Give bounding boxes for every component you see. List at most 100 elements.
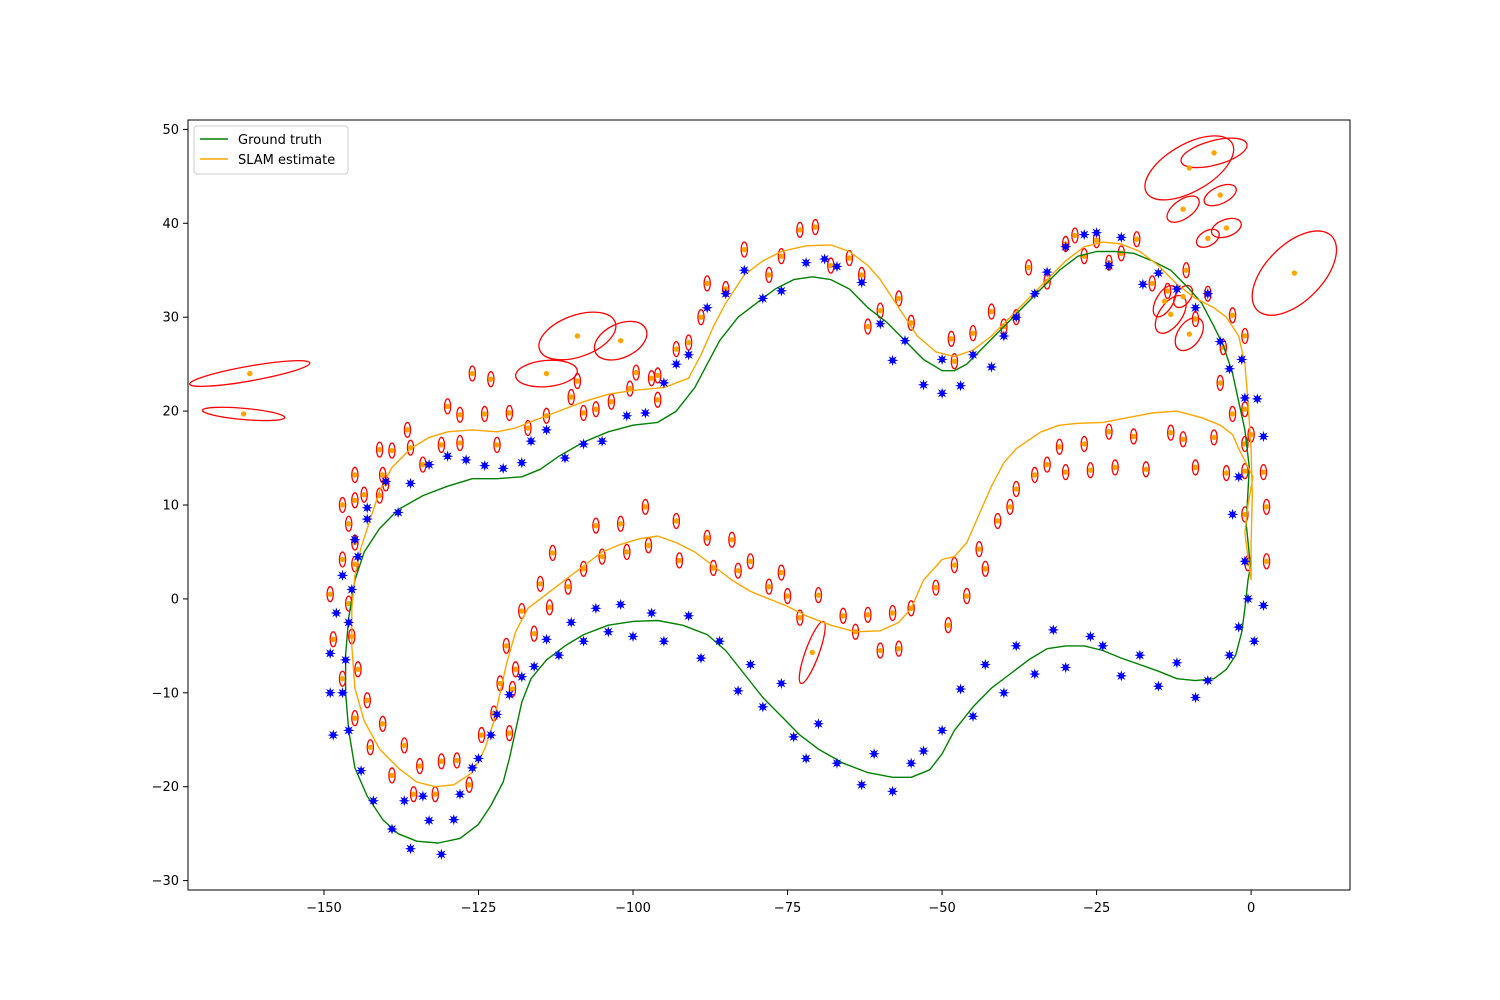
- landmark-estimate-point: [951, 358, 958, 365]
- landmark-estimate-point: [1081, 441, 1087, 447]
- covariance-ellipse: [864, 318, 872, 335]
- landmark-estimate-point: [444, 403, 451, 410]
- covariance-ellipse: [360, 486, 368, 503]
- landmark-estimate-point: [970, 330, 976, 336]
- legend-label-slam-estimate: SLAM estimate: [238, 153, 335, 168]
- covariance-ellipse: [765, 578, 773, 595]
- covariance-ellipse: [1117, 245, 1126, 262]
- ground-truth-landmark: [460, 454, 472, 466]
- landmark-estimate-point: [655, 397, 661, 403]
- covariance-ellipse: [189, 360, 311, 388]
- covariance-ellipse: [437, 436, 446, 454]
- landmark-estimate-point: [494, 442, 500, 448]
- ground-truth-landmark: [998, 330, 1010, 342]
- landmark-estimate-point: [655, 372, 661, 379]
- ground-truth-landmark: [701, 302, 713, 314]
- covariance-ellipse: [777, 248, 786, 265]
- landmark-estimate-point: [633, 369, 639, 376]
- landmark-estimate-point: [565, 583, 571, 590]
- landmark-estimate-point: [1168, 311, 1174, 318]
- landmark-estimate-point: [466, 782, 472, 788]
- landmark-estimate-point: [877, 647, 883, 654]
- landmark-estimate-point: [1192, 316, 1199, 322]
- covariance-ellipse: [511, 661, 520, 678]
- landmark-estimate-point: [1062, 469, 1069, 475]
- ground-truth-landmark: [404, 843, 417, 855]
- covariance-ellipse: [1043, 456, 1051, 473]
- ground-truth-landmark: [503, 689, 516, 701]
- ground-truth-landmark: [1010, 311, 1022, 323]
- landmark-estimate-point: [766, 583, 772, 590]
- covariance-ellipse: [1191, 459, 1200, 476]
- ground-truth-landmark: [1233, 471, 1245, 483]
- landmark-estimate-point: [1143, 466, 1149, 473]
- covariance-ellipse: [354, 661, 362, 678]
- ground-truth-landmark: [1189, 302, 1202, 314]
- covariance-ellipse: [487, 371, 495, 388]
- covariance-ellipse: [1210, 217, 1242, 239]
- landmark-estimate-point: [741, 246, 747, 253]
- x-tick-label: −125: [461, 901, 497, 916]
- landmark-estimate-point: [599, 553, 605, 560]
- covariance-ellipse: [975, 540, 983, 558]
- covariance-ellipse: [443, 398, 452, 415]
- ground-truth-landmark: [1115, 231, 1127, 244]
- landmark-estimate-point: [896, 645, 902, 652]
- covariance-ellipse: [675, 552, 684, 569]
- covariance-ellipse: [1105, 423, 1113, 440]
- ground-truth-landmark: [627, 630, 639, 643]
- covariance-ellipse: [963, 587, 971, 605]
- landmark-estimate-point: [1211, 434, 1217, 441]
- ground-truth-landmark: [1257, 430, 1270, 443]
- landmark-estimate-point: [506, 410, 513, 416]
- landmark-estimate-point: [457, 412, 463, 418]
- ground-truth-landmark: [1226, 508, 1239, 521]
- landmark-estimate-point: [797, 614, 803, 621]
- landmark-estimate-point: [469, 370, 476, 377]
- landmark-estimate-point: [546, 604, 553, 611]
- covariance-ellipse: [456, 406, 464, 424]
- covariance-ellipse: [375, 441, 384, 458]
- covariance-ellipse: [1241, 327, 1249, 345]
- landmark-estimate-point: [1186, 165, 1192, 171]
- ground-truth-landmark: [386, 823, 398, 835]
- landmark-estimate-point: [964, 593, 970, 599]
- covariance-ellipse: [477, 726, 486, 744]
- ground-truth-landmark: [1248, 635, 1260, 647]
- y-tick-label: −20: [152, 780, 179, 795]
- landmark-estimate-point: [367, 744, 374, 750]
- ground-truth-landmark: [559, 452, 571, 464]
- covariance-ellipse: [530, 625, 538, 642]
- landmark-estimate-point: [438, 758, 445, 765]
- covariance-ellipse: [505, 725, 514, 742]
- covariance-ellipse: [564, 578, 572, 595]
- ground-truth-landmark: [967, 349, 979, 361]
- ground-truth-landmark: [355, 765, 367, 777]
- landmark-estimate-point: [877, 307, 883, 314]
- covariance-ellipse: [672, 340, 681, 358]
- landmark-estimate-point: [580, 410, 587, 416]
- landmark-estimate-point: [327, 591, 333, 597]
- landmark-estimate-point: [627, 385, 633, 392]
- covariance-ellipse: [746, 553, 755, 570]
- covariance-ellipse: [1080, 248, 1088, 265]
- ground-truth-landmark: [682, 610, 695, 622]
- covariance-ellipse: [326, 586, 334, 603]
- y-tick-label: 10: [162, 499, 179, 514]
- ground-truth-landmark: [1202, 288, 1214, 300]
- landmark-estimate-point: [346, 521, 352, 527]
- covariance-ellipse: [811, 218, 820, 236]
- ground-truth-landmark: [1242, 593, 1254, 605]
- covariance-ellipse: [1222, 464, 1231, 482]
- ground-truth-landmark: [343, 616, 355, 629]
- covariance-ellipse: [375, 487, 384, 504]
- landmark-estimate-point: [1229, 312, 1236, 319]
- ground-truth-landmark: [1029, 288, 1041, 300]
- landmark-estimate-point: [438, 442, 445, 448]
- landmark-estimate-point: [352, 497, 358, 504]
- ground-truth-landmark: [682, 349, 695, 361]
- landmark-estimate-point: [389, 772, 395, 779]
- landmark-estimate-point: [1007, 504, 1013, 510]
- covariance-ellipse: [453, 752, 461, 769]
- covariance-ellipse: [1080, 435, 1088, 453]
